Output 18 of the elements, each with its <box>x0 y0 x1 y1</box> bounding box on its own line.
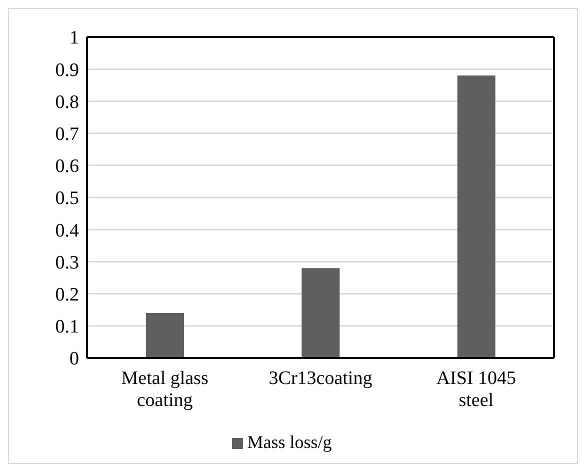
bar <box>146 313 184 358</box>
x-tick-label: AISI 1045 steel <box>436 368 516 411</box>
y-tick-label: 0.6 <box>55 156 79 178</box>
y-tick-label: 0.7 <box>55 124 79 146</box>
legend-label: Mass loss/g <box>247 432 332 452</box>
y-tick-label: 0 <box>70 348 79 370</box>
y-tick-label: 0.2 <box>55 284 79 306</box>
y-tick-label: 0.4 <box>55 220 80 242</box>
x-tick-label: 3Cr13coating <box>268 368 373 389</box>
y-tick-label: 0.5 <box>55 188 79 210</box>
x-tick-label: Metal glass coating <box>121 368 208 411</box>
y-tick-label: 1 <box>70 28 79 49</box>
y-tick-label: 0.9 <box>55 60 79 81</box>
bar <box>457 76 496 358</box>
y-tick-label: 0.3 <box>55 252 79 274</box>
y-tick-label: 0.1 <box>55 316 79 338</box>
y-tick-label: 0.8 <box>55 92 79 113</box>
bar <box>302 268 340 358</box>
